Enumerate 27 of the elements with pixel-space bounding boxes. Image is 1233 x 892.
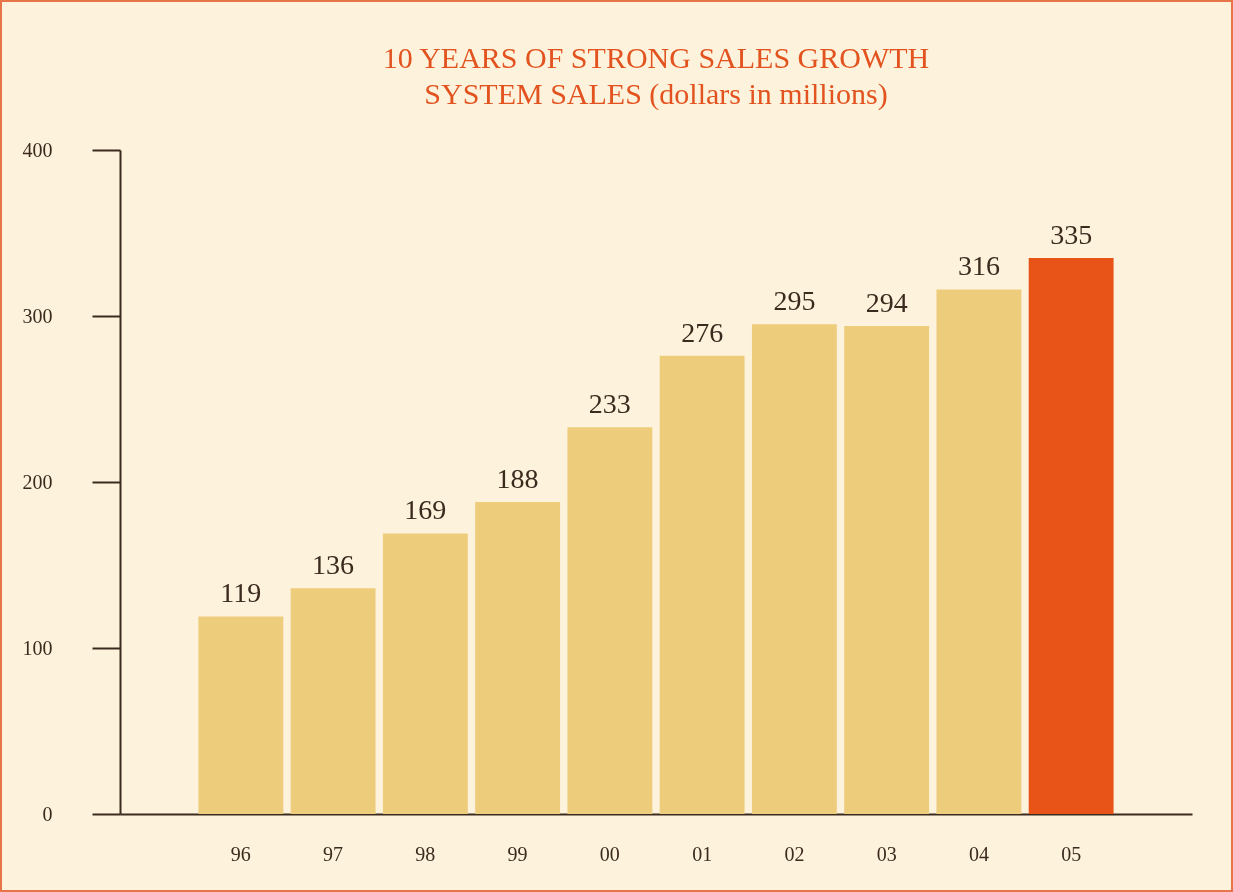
chart-subtitle: SYSTEM SALES (dollars in millions): [424, 77, 888, 111]
x-tick-label: 02: [784, 842, 805, 865]
chart-title: 10 YEARS OF STRONG SALES GROWTH: [382, 41, 930, 74]
x-tick-label: 99: [507, 842, 528, 865]
data-label: 119: [220, 577, 262, 609]
data-label: 276: [681, 316, 724, 348]
x-tick-label: 01: [692, 842, 713, 865]
data-label: 316: [957, 250, 1000, 282]
y-tick-label: 300: [22, 304, 53, 327]
y-tick-label: 200: [22, 470, 53, 493]
x-tick-label: 98: [415, 842, 436, 865]
y-tick-label: 0: [42, 802, 53, 825]
data-label: 188: [496, 462, 539, 494]
data-label: 295: [773, 285, 816, 317]
data-label: 169: [404, 494, 447, 526]
data-label: 335: [1050, 218, 1093, 250]
x-tick-label: 00: [599, 842, 620, 865]
y-tick-label: 100: [22, 636, 53, 659]
x-tick-label: 04: [968, 842, 989, 865]
x-tick-label: 97: [323, 842, 344, 865]
x-tick-label: 03: [876, 842, 897, 865]
data-label: 136: [312, 549, 355, 581]
data-label: 294: [865, 286, 908, 318]
x-tick-label: 05: [1061, 842, 1082, 865]
x-tick-label: 96: [230, 842, 251, 865]
data-label: 233: [588, 388, 631, 420]
y-tick-label: 400: [22, 138, 53, 161]
